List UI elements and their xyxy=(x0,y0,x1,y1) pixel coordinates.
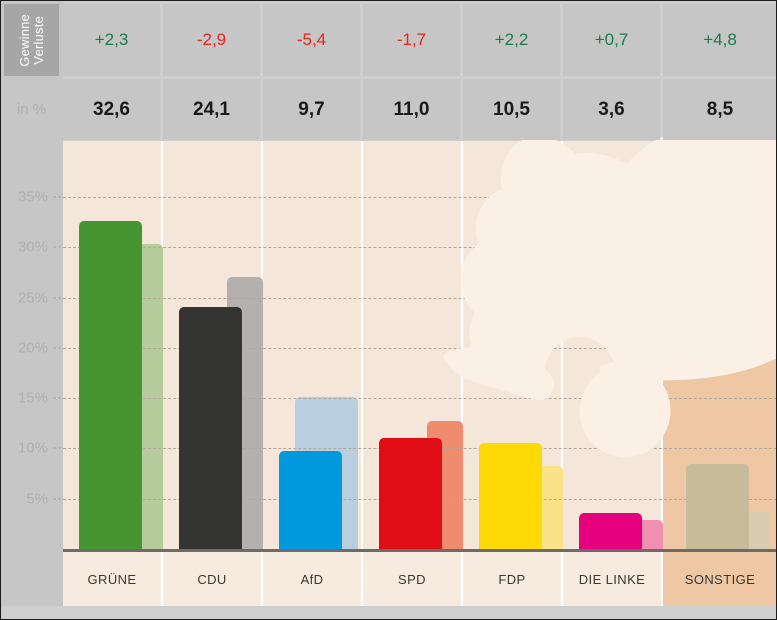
percent-cell-spd: 11,0 xyxy=(363,79,460,140)
percent-cell-sonstige: 8,5 xyxy=(663,79,777,140)
change-cell-fdp: +2,2 xyxy=(463,4,560,76)
change-cell-sonstige: +4,8 xyxy=(663,4,777,76)
percent-cell-die-linke: 3,6 xyxy=(563,79,660,140)
change-value-die-linke: +0,7 xyxy=(594,30,629,49)
y-tick-dash-30 xyxy=(53,246,61,248)
percent-value-cdu: 24,1 xyxy=(193,98,230,120)
y-tick-dash-20 xyxy=(53,347,61,349)
percent-value-afd: 9,7 xyxy=(298,98,325,120)
change-cell-die-linke: +0,7 xyxy=(563,4,660,76)
change-value-grüne: +2,3 xyxy=(94,30,129,49)
y-tick-5: 5% xyxy=(26,490,48,508)
bar-current-spd[interactable] xyxy=(379,438,442,549)
bar-current-die-linke[interactable] xyxy=(579,512,642,549)
change-row: +2,3 -2,9 -5,4 -1,7 +2,2 +0,7 +4,8 xyxy=(63,4,777,76)
bar-current-grüne[interactable] xyxy=(79,221,142,549)
percent-value-spd: 11,0 xyxy=(393,98,430,120)
category-label-spd[interactable]: SPD xyxy=(363,552,463,606)
y-tick-dash-5 xyxy=(53,498,61,500)
y-tick-20: 20% xyxy=(17,339,48,357)
y-tick-30: 30% xyxy=(17,238,48,256)
percent-value-fdp: 10,5 xyxy=(493,98,530,120)
plot-area xyxy=(63,141,777,556)
change-cell-spd: -1,7 xyxy=(363,4,460,76)
percent-value-sonstige: 8,5 xyxy=(706,98,734,120)
category-label-die-linke[interactable]: DIE LINKE xyxy=(563,552,663,606)
y-tick-dash-35 xyxy=(53,196,61,198)
change-cell-cdu: -2,9 xyxy=(163,4,260,76)
change-value-fdp: +2,2 xyxy=(494,30,529,49)
y-axis-ticks: 35% 30% 25% 20% 15% 10% 5% xyxy=(0,0,63,620)
gridline-30 xyxy=(63,247,777,249)
y-tick-dash-10 xyxy=(53,447,61,449)
percent-row: 32,6 24,1 9,7 11,0 10,5 3,6 8,5 xyxy=(63,79,777,140)
bottom-gutter xyxy=(0,552,63,606)
category-label-cdu[interactable]: CDU xyxy=(163,552,263,606)
gains-losses-header: Gewinne Verluste xyxy=(4,4,59,76)
results-table: +2,3 -2,9 -5,4 -1,7 +2,2 +0,7 +4,8 32,6 24,1 9,7… xyxy=(63,0,777,141)
change-cell-afd: -5,4 xyxy=(263,4,360,76)
change-value-afd: -5,4 xyxy=(296,30,327,49)
change-cell-grüne: +2,3 xyxy=(63,4,160,76)
percent-cell-afd: 9,7 xyxy=(263,79,360,140)
bar-current-fdp[interactable] xyxy=(479,443,542,549)
y-tick-10: 10% xyxy=(17,439,48,457)
change-value-spd: -1,7 xyxy=(396,30,427,49)
bottom-edge xyxy=(0,606,777,620)
gridline-20 xyxy=(63,347,777,349)
percent-value-grüne: 32,6 xyxy=(93,98,130,120)
category-label-afd[interactable]: AfD xyxy=(263,552,363,606)
y-tick-dash-15 xyxy=(53,397,61,399)
y-tick-25: 25% xyxy=(17,289,48,306)
category-label-sonstige[interactable]: SONSTIGE xyxy=(663,552,777,606)
gridline-35 xyxy=(63,196,777,198)
y-tick-dash-25 xyxy=(53,297,61,298)
percent-cell-cdu: 24,1 xyxy=(163,79,260,140)
percent-cell-fdp: 10,5 xyxy=(463,79,560,140)
percent-header: in % xyxy=(16,100,47,118)
percent-cell-grüne: 32,6 xyxy=(63,79,160,140)
bar-current-sonstige[interactable] xyxy=(686,463,749,549)
y-tick-35: 35% xyxy=(17,188,48,206)
change-value-cdu: -2,9 xyxy=(196,30,227,49)
y-tick-15: 15% xyxy=(17,389,48,407)
category-label-fdp[interactable]: FDP xyxy=(463,552,563,606)
percent-value-die-linke: 3,6 xyxy=(598,98,625,120)
gridline-25 xyxy=(63,297,777,299)
bar-current-afd[interactable] xyxy=(279,451,342,549)
bar-current-cdu[interactable] xyxy=(179,306,242,549)
category-label-grüne[interactable]: GRÜNE xyxy=(63,552,163,606)
x-axis-baseline xyxy=(63,549,777,552)
change-value-sonstige: +4,8 xyxy=(703,30,737,49)
axis-gutter-lower xyxy=(0,141,63,620)
gridline-15 xyxy=(63,398,777,400)
category-labels: GRÜNE CDU AfD SPD FDP DIE LINKE SONSTIGE xyxy=(63,552,777,606)
